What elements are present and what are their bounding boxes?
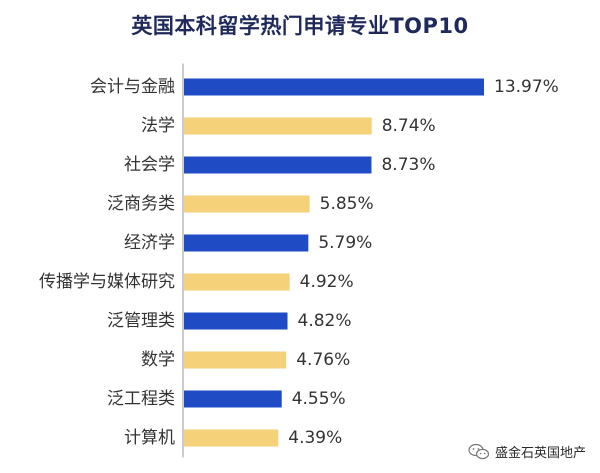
value-label: 4.82% [298, 311, 352, 331]
category-label: 经济学 [124, 233, 175, 253]
bar [184, 429, 279, 447]
category-label: 泛工程类 [107, 389, 175, 409]
category-label: 传播学与媒体研究 [39, 272, 175, 292]
value-label: 4.76% [296, 350, 350, 370]
value-label: 8.73% [381, 155, 435, 175]
category-label: 计算机 [124, 428, 175, 448]
bar [184, 117, 372, 135]
category-label: 泛商务类 [107, 194, 175, 214]
value-label: 4.55% [292, 389, 346, 409]
value-label: 5.79% [318, 233, 372, 253]
category-label: 泛管理类 [107, 311, 175, 331]
chart-title: 英国本科留学热门申请专业TOP10 [131, 14, 469, 38]
bar [184, 273, 290, 291]
bar [184, 195, 310, 213]
bar [184, 351, 287, 369]
category-label: 会计与金融 [90, 77, 175, 97]
bar [184, 390, 282, 408]
category-label: 社会学 [124, 155, 175, 175]
category-label: 数学 [141, 350, 175, 370]
bar [184, 156, 372, 174]
value-label: 8.74% [382, 116, 436, 136]
bar [184, 234, 309, 252]
watermark-text: 盛金石英国地产 [495, 446, 587, 461]
value-label: 13.97% [494, 77, 559, 97]
bar [184, 312, 288, 330]
value-label: 4.92% [300, 272, 354, 292]
bar [184, 78, 484, 96]
category-label: 法学 [141, 116, 175, 136]
watermark: 盛金石英国地产 [468, 442, 586, 461]
value-label: 4.39% [288, 428, 342, 448]
value-label: 5.85% [320, 194, 374, 214]
wechat-icon [468, 443, 490, 459]
